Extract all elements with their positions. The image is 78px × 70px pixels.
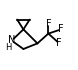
Text: F: F bbox=[58, 24, 64, 34]
Text: H: H bbox=[5, 43, 12, 52]
Text: F: F bbox=[46, 19, 51, 29]
Text: F: F bbox=[56, 38, 62, 48]
Text: N: N bbox=[8, 35, 15, 45]
